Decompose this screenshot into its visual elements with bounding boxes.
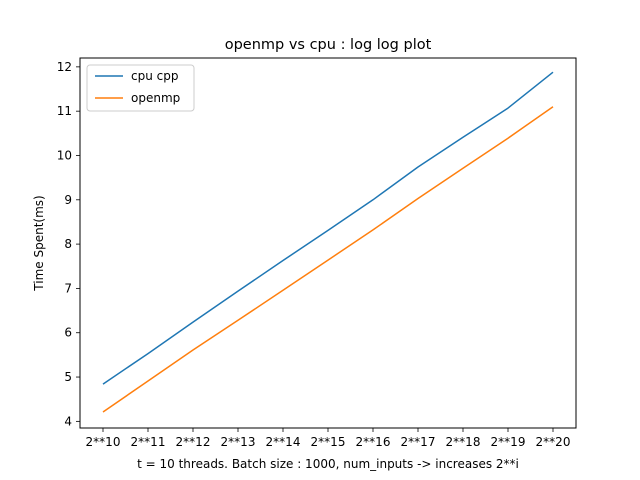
legend-label-cpu-cpp: cpu cpp <box>131 69 178 83</box>
y-tick-label: 10 <box>57 148 72 162</box>
chart-title: openmp vs cpu : log log plot <box>225 37 432 53</box>
y-tick-label: 6 <box>64 326 72 340</box>
y-tick-label: 12 <box>57 60 72 74</box>
x-tick-label: 2**17 <box>401 435 436 449</box>
y-tick-label: 8 <box>64 237 72 251</box>
x-tick-label: 2**13 <box>221 435 256 449</box>
series-line-openmp <box>102 106 554 413</box>
x-tick-label: 2**11 <box>131 435 166 449</box>
legend: cpu cpp openmp <box>86 64 195 112</box>
y-tick-label: 11 <box>57 104 72 118</box>
series-line-cpu-cpp <box>102 71 554 385</box>
legend-label-openmp: openmp <box>131 91 180 105</box>
y-tick-label: 9 <box>64 193 72 207</box>
x-tick-label: 2**18 <box>446 435 481 449</box>
x-tick-label: 2**10 <box>86 435 121 449</box>
y-axis-label: Time Spent(ms) <box>32 195 46 291</box>
plot-area <box>79 57 577 429</box>
x-tick-label: 2**12 <box>176 435 211 449</box>
y-tick-label: 4 <box>64 414 72 428</box>
x-axis-label: t = 10 threads. Batch size : 1000, num_i… <box>137 457 519 471</box>
x-tick-label: 2**20 <box>536 435 571 449</box>
x-axis: 2**10 2**11 2**12 2**13 2**14 2**15 2**16 2**17… <box>86 428 571 449</box>
x-tick-label: 2**19 <box>491 435 526 449</box>
y-tick-label: 5 <box>64 370 72 384</box>
series-lines <box>102 71 554 413</box>
y-axis: 4 5 6 7 8 9 10 11 12 <box>57 60 80 428</box>
y-tick-label: 7 <box>64 281 72 295</box>
x-tick-label: 2**15 <box>311 435 346 449</box>
x-tick-label: 2**14 <box>266 435 301 449</box>
x-tick-label: 2**16 <box>356 435 391 449</box>
